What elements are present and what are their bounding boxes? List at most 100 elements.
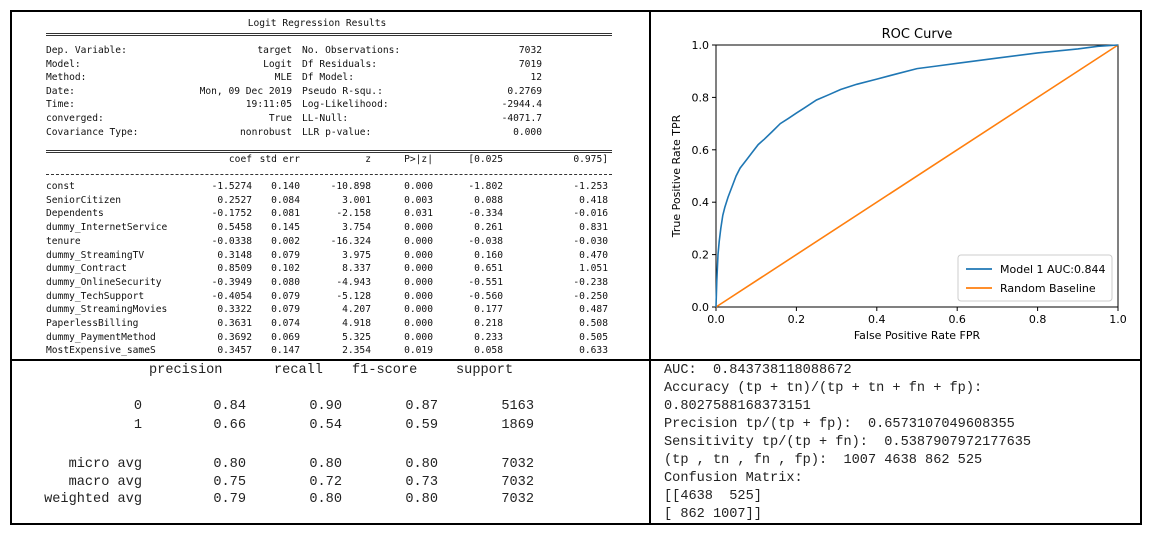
coef-cell: 0.3457 <box>217 345 252 357</box>
coef-row-name: const <box>46 181 75 192</box>
coef-cell: -0.1752 <box>211 208 252 220</box>
summary-value: 19:11:05 <box>245 99 292 111</box>
report-cell: 0.80 <box>405 492 438 507</box>
coef-cell: 1.051 <box>579 263 608 275</box>
coef-column-header: 0.975] <box>573 154 608 165</box>
coef-cell: -0.238 <box>573 276 608 288</box>
coef-cell: 0.651 <box>474 263 503 275</box>
classification-report: precision recall f1-score support 0 0.84 0.90 0… <box>14 361 644 521</box>
summary-key: Pseudo R-squ.: <box>302 85 383 97</box>
coef-cell: 0.233 <box>474 331 503 343</box>
legend-box <box>957 254 1113 302</box>
y-tick-label: 0.4 <box>692 196 710 209</box>
coef-cell: 0.418 <box>579 194 608 206</box>
plot-area <box>715 44 1119 308</box>
report-cell: 5163 <box>501 399 534 414</box>
table-rule <box>46 33 612 36</box>
summary-value: -2944.4 <box>501 99 542 111</box>
report-column-header: precision <box>149 363 223 378</box>
summary-key: Dep. Variable: <box>46 45 127 56</box>
report-cell: 0.59 <box>405 418 438 433</box>
coef-cell: 0.3322 <box>217 304 252 316</box>
coef-cell: -0.250 <box>573 290 608 302</box>
y-tick-label: 0.6 <box>692 144 710 157</box>
report-cell: 0.80 <box>309 457 342 472</box>
coef-cell: 0.3148 <box>217 249 252 261</box>
coef-cell: 0.000 <box>404 235 433 247</box>
coef-cell: 0.8509 <box>217 263 252 275</box>
summary-key: Df Model: <box>302 72 354 84</box>
coef-row-name: dummy_TechSupport <box>46 290 145 302</box>
coef-cell: 0.505 <box>579 331 608 343</box>
horizontal-divider <box>10 359 1142 361</box>
coef-cell: 8.337 <box>342 263 371 275</box>
summary-value: 12 <box>530 72 542 84</box>
legend-label: Random Baseline <box>1000 282 1096 295</box>
coef-cell: -0.560 <box>468 290 503 302</box>
coef-cell: 0.058 <box>474 345 503 357</box>
report-cell: 0.80 <box>309 492 342 507</box>
y-tick-label: 0.0 <box>692 301 710 314</box>
coef-cell: 0.147 <box>271 345 300 357</box>
y-tick-label: 0.2 <box>692 249 710 262</box>
coef-cell: 0.5458 <box>217 222 252 234</box>
summary-value: -4071.7 <box>501 113 542 124</box>
report-cell: 0.90 <box>309 399 342 414</box>
report-cell: 0.87 <box>405 399 438 414</box>
report-cell: 0.72 <box>309 475 342 490</box>
legend-label: Model 1 AUC:0.844 <box>1000 263 1105 276</box>
report-column-header: f1-score <box>352 363 418 378</box>
x-tick-label: 0.2 <box>788 313 806 326</box>
summary-key: Df Residuals: <box>302 58 378 70</box>
coef-cell: 0.3692 <box>217 331 252 343</box>
report-row-label: weighted avg <box>44 492 142 507</box>
metric-line: (tp , tn , fn , fp): 1007 4638 862 525 <box>664 453 983 468</box>
summary-value: MLE <box>274 72 292 84</box>
coef-cell: -0.334 <box>468 208 503 220</box>
coef-cell: -5.128 <box>336 290 371 302</box>
report-cell: 0.84 <box>213 399 246 414</box>
summary-value: 7032 <box>518 45 542 56</box>
coef-cell: 0.487 <box>579 304 608 316</box>
chart-title: ROC Curve <box>882 27 953 42</box>
coef-cell: 0.000 <box>404 276 433 288</box>
coef-cell: 0.261 <box>474 222 503 234</box>
coef-cell: 0.3631 <box>217 318 252 329</box>
coef-cell: 0.633 <box>579 345 608 357</box>
coef-cell: 0.069 <box>271 331 300 343</box>
y-axis-label: True Positive Rate TPR <box>670 114 683 238</box>
coef-cell: 0.508 <box>579 318 608 329</box>
coef-cell: 0.079 <box>271 290 300 302</box>
summary-key: No. Observations: <box>302 45 401 56</box>
coef-cell: 0.2527 <box>217 194 252 206</box>
coef-cell: -1.5274 <box>211 181 252 192</box>
coef-cell: 0.074 <box>271 318 300 329</box>
coef-cell: 4.918 <box>342 318 371 329</box>
coef-cell: 3.001 <box>342 194 371 206</box>
coef-cell: -0.0338 <box>211 235 252 247</box>
outer-frame <box>10 10 1142 525</box>
logit-results-panel: Logit Regression Results Dep. Variable: t… <box>22 14 642 356</box>
roc-chart: 0.0 0.2 0.4 0.6 0.8 1.0 0.0 0.2 0.4 0.6 0.8 1.0 ROC … <box>670 27 1127 342</box>
coef-cell: 0.000 <box>404 249 433 261</box>
summary-value: Mon, 09 Dec 2019 <box>199 85 292 97</box>
coef-cell: 0.088 <box>474 194 503 206</box>
coef-column-header: z <box>365 154 371 165</box>
coef-cell: 4.207 <box>342 304 371 316</box>
summary-key: Log-Likelihood: <box>302 99 389 111</box>
coef-cell: -16.324 <box>330 235 371 247</box>
report-cell: 7032 <box>501 475 534 490</box>
coef-cell: -2.158 <box>336 208 371 220</box>
coef-cell: 5.325 <box>342 331 371 343</box>
x-axis-label: False Positive Rate FPR <box>854 329 981 342</box>
coef-cell: 0.003 <box>404 194 433 206</box>
report-cell: 0.80 <box>213 457 246 472</box>
coef-column-header: P>|z| <box>404 154 433 165</box>
summary-value: target <box>257 45 292 56</box>
coef-cell: 0.000 <box>404 304 433 316</box>
coef-cell: 0.081 <box>271 208 300 220</box>
coef-cell: 0.831 <box>579 222 608 234</box>
coef-cell: 0.000 <box>404 318 433 329</box>
coef-cell: -4.943 <box>336 276 371 288</box>
x-tick-label: 0.6 <box>948 313 966 326</box>
